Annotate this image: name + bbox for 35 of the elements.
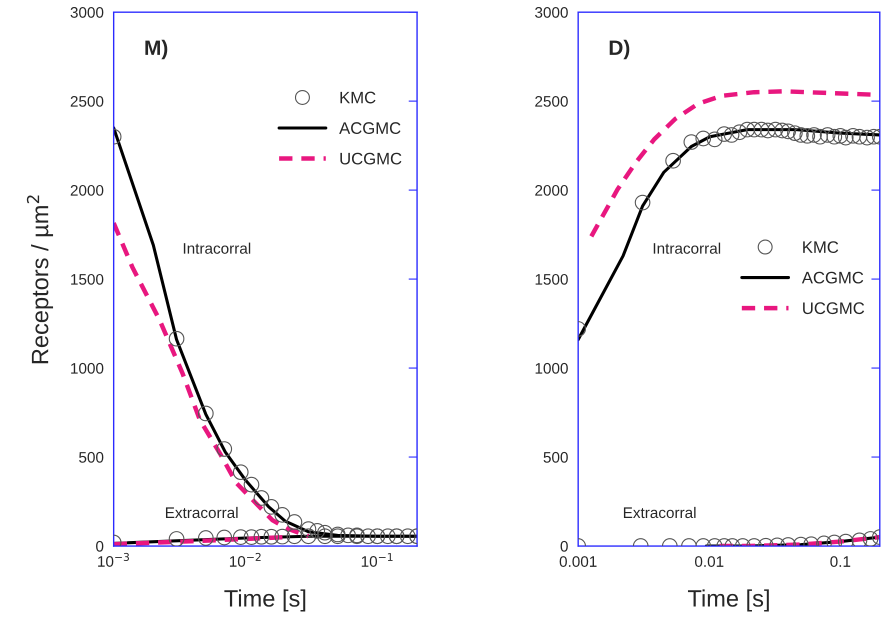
y-tick-label: 500 [544,452,568,463]
y-tick-label: 1500 [536,274,568,285]
annotation: Intracorral [184,242,250,254]
x-tick-label: 0.01 [694,556,724,567]
y-tick-label: 3000 [70,7,104,18]
y-tick-label: 2000 [70,184,104,196]
text: M) [145,40,168,60]
legend-label: KMC [803,241,838,254]
annotation: Extracorral [166,506,238,518]
x-axis-title: Time [s] [688,589,769,612]
legend-label: UCGMC [803,302,864,314]
y-tick-label: 0 [560,540,568,552]
legend-label: UCGMC [340,152,402,165]
y-tick-label: 2000 [535,184,568,196]
y-tick-label: 2500 [70,96,104,107]
y-tick-label: 1000 [536,362,568,374]
legend-label: ACGMC [339,122,401,134]
annotation: Extracorral [624,506,696,518]
annotation: Intracorral [654,242,720,254]
x-tick-label: 10$^{−1}$ [362,553,393,567]
legend-label: KMC [340,92,376,104]
legend-label: ACGMC [802,272,864,284]
x-tick-label: 10$^{−2}$ [230,552,261,567]
y-tick-label: 1500 [71,274,104,285]
y-tick-label: 1000 [71,362,104,374]
y-axis-title: Receptors / µm$^{2}$ [26,195,54,364]
text: D) [610,40,630,60]
y-tick-label: 500 [79,452,104,463]
x-axis-title: Time [s] [224,589,306,612]
x-tick-label: 0.1 [830,556,850,567]
y-tick-label: 3000 [535,7,568,18]
x-tick-label: 10$^{−3}$ [98,552,129,567]
y-tick-label: 2500 [535,96,568,107]
x-tick-label: 0.001 [560,556,597,567]
y-tick-label: 0 [96,540,104,552]
